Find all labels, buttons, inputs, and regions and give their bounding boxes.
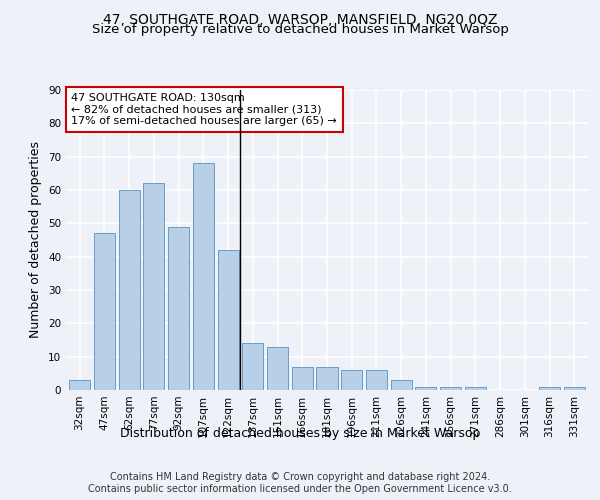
Text: 47, SOUTHGATE ROAD, WARSOP, MANSFIELD, NG20 0QZ: 47, SOUTHGATE ROAD, WARSOP, MANSFIELD, N… <box>103 12 497 26</box>
Bar <box>440 386 461 390</box>
Bar <box>143 184 164 390</box>
Bar <box>94 234 115 390</box>
Bar <box>465 386 486 390</box>
Bar <box>391 380 412 390</box>
Bar <box>564 386 585 390</box>
Bar <box>366 370 387 390</box>
Bar <box>341 370 362 390</box>
Bar <box>415 386 436 390</box>
Bar <box>119 190 140 390</box>
Bar <box>267 346 288 390</box>
Text: 47 SOUTHGATE ROAD: 130sqm
← 82% of detached houses are smaller (313)
17% of semi: 47 SOUTHGATE ROAD: 130sqm ← 82% of detac… <box>71 93 337 126</box>
Bar <box>218 250 239 390</box>
Bar <box>168 226 189 390</box>
Bar <box>539 386 560 390</box>
Text: Distribution of detached houses by size in Market Warsop: Distribution of detached houses by size … <box>120 428 480 440</box>
Text: Size of property relative to detached houses in Market Warsop: Size of property relative to detached ho… <box>92 22 508 36</box>
Bar <box>316 366 338 390</box>
Bar <box>69 380 90 390</box>
Bar <box>193 164 214 390</box>
Bar <box>242 344 263 390</box>
Y-axis label: Number of detached properties: Number of detached properties <box>29 142 43 338</box>
Text: Contains HM Land Registry data © Crown copyright and database right 2024.
Contai: Contains HM Land Registry data © Crown c… <box>88 472 512 494</box>
Bar <box>292 366 313 390</box>
